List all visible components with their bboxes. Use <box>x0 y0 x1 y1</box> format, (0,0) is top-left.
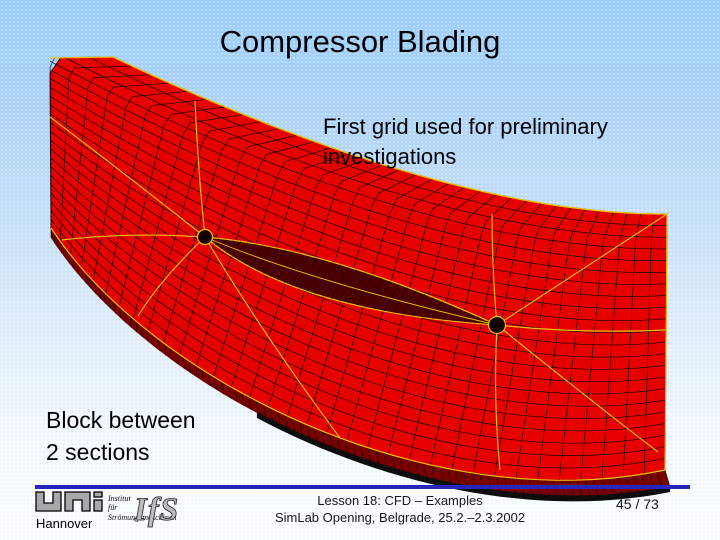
uni-hannover-logo <box>35 491 103 512</box>
uni-letter-n <box>64 491 91 512</box>
caption-line-1: Block between <box>46 407 196 433</box>
institute-logo: Hannover Institut für Strömungsmaschinen… <box>35 491 179 531</box>
slide-title: Compressor Blading <box>219 24 501 59</box>
uni-letter-i-bar <box>93 499 103 512</box>
subtitle-line-2: investigations <box>323 144 457 169</box>
logo-acronym: IfS <box>133 492 179 528</box>
uni-letter-u <box>35 491 62 512</box>
logo-institute-line-1: Institut <box>107 494 131 503</box>
logo-institute-line-2: für <box>108 503 118 512</box>
logo-city: Hannover <box>36 516 93 531</box>
footer-separator <box>35 485 690 489</box>
subtitle-text: First grid used for preliminary investig… <box>323 112 608 172</box>
subtitle-line-1: First grid used for preliminary <box>323 114 608 139</box>
uni-letter-i-dot <box>93 491 103 498</box>
footer-line-1: Lesson 18: CFD – Examples <box>317 493 483 508</box>
caption-text: Block between 2 sections <box>46 404 196 468</box>
page-number: 45 / 73 <box>616 496 659 512</box>
caption-line-2: 2 sections <box>46 439 150 465</box>
footer-line-2: SimLab Opening, Belgrade, 25.2.–2.3.2002 <box>274 510 526 525</box>
footer-text: Lesson 18: CFD – Examples SimLab Opening… <box>200 492 600 526</box>
